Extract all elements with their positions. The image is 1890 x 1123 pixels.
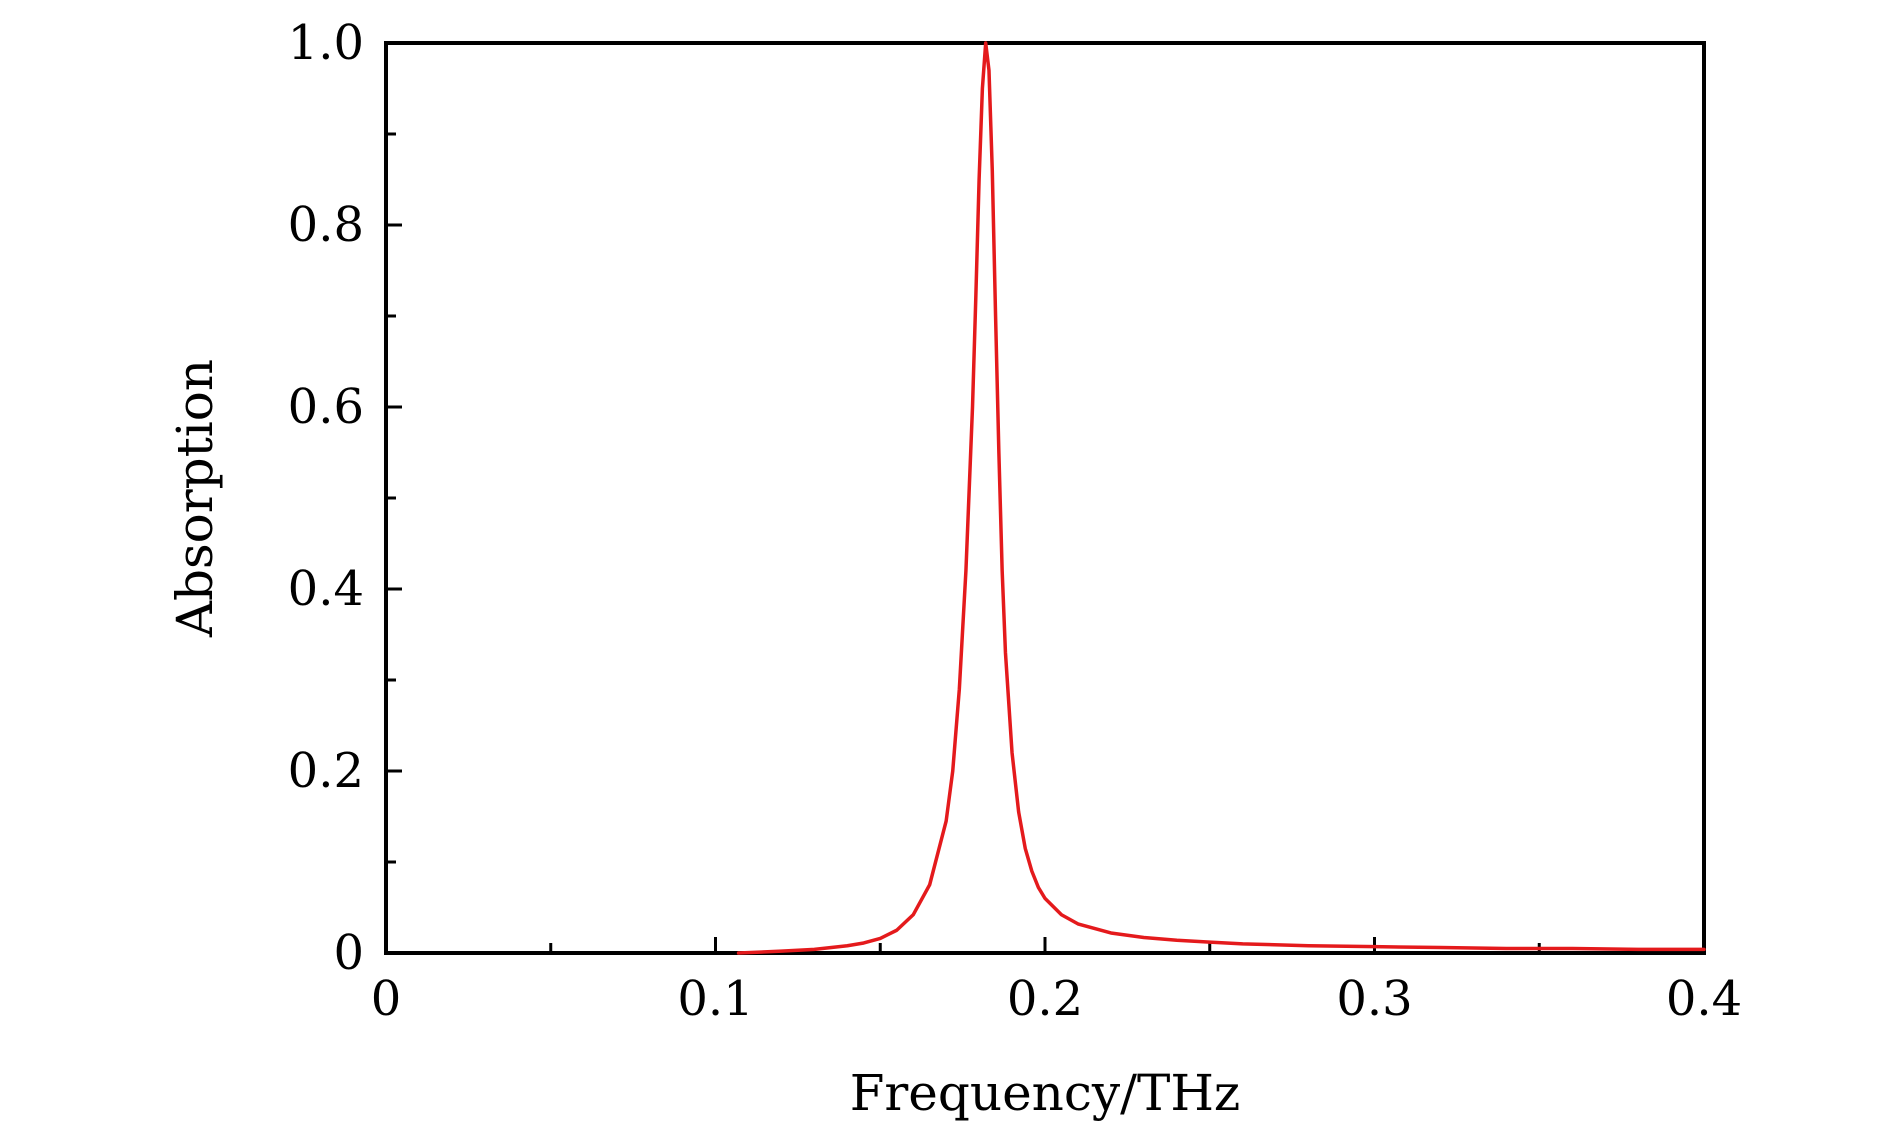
x-tick-label-4: 0.4: [1666, 971, 1742, 1027]
y-tick-label-5: 1.0: [288, 15, 364, 71]
x-axis-title: Frequency/THz: [850, 1064, 1241, 1122]
y-axis-title: Absorption: [166, 359, 224, 638]
series-layer: [736, 41, 1706, 955]
x-tick-label-0: 0: [371, 971, 402, 1027]
x-tick-labels: 0 0.1 0.2 0.3 0.4: [371, 971, 1742, 1027]
y-tick-label-1: 0.2: [288, 743, 364, 799]
y-tick-label-3: 0.6: [288, 379, 364, 435]
y-tick-label-4: 0.8: [288, 197, 364, 253]
major-ticks: [384, 41, 1706, 955]
series-line-0: [736, 41, 1706, 955]
y-tick-label-2: 0.4: [288, 561, 364, 617]
plot-frame: [384, 41, 1706, 955]
y-tick-labels: 0 0.2 0.4 0.6 0.8 1.0: [288, 15, 364, 981]
minor-ticks: [386, 132, 1541, 953]
x-tick-label-3: 0.3: [1336, 971, 1412, 1027]
x-tick-label-1: 0.1: [677, 971, 753, 1027]
y-tick-label-0: 0: [333, 925, 364, 981]
x-tick-label-2: 0.2: [1007, 971, 1083, 1027]
